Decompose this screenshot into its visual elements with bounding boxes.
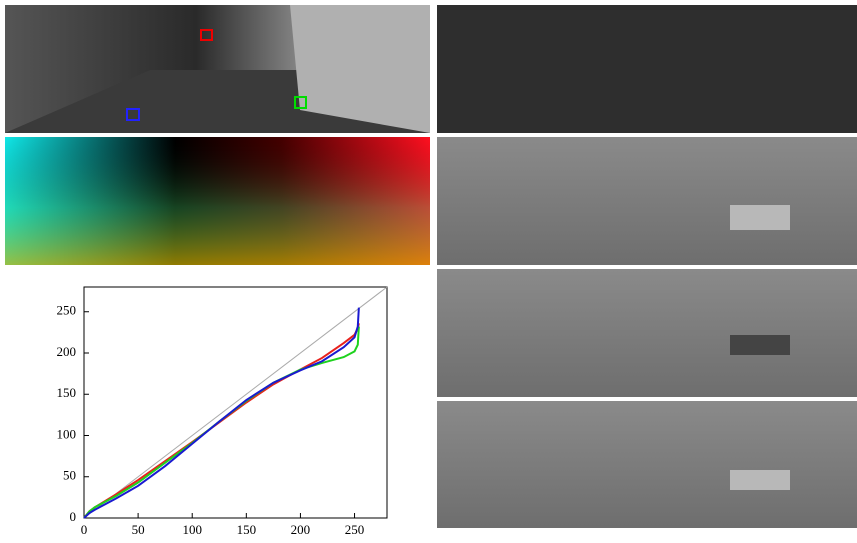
x-tick-label: 250 [345, 522, 365, 537]
x-tick-label: 0 [81, 522, 88, 537]
x-tick-label: 200 [291, 522, 311, 537]
x-tick-label: 50 [132, 522, 145, 537]
input-image [5, 5, 430, 133]
x-tick-label: 150 [237, 522, 257, 537]
line-series [83, 326, 360, 519]
line-series [83, 307, 360, 519]
x-tick-label: 100 [182, 522, 202, 537]
line-series [83, 286, 388, 519]
depth-images [437, 5, 857, 528]
flow-image [5, 137, 430, 265]
plot-frame [83, 286, 388, 519]
y-tick-label: 150 [57, 385, 77, 400]
y-tick-label: 100 [57, 426, 77, 441]
y-tick-label: 200 [57, 344, 77, 359]
y-tick-label: 250 [57, 303, 77, 318]
y-tick-label: 0 [70, 509, 77, 524]
y-tick-label: 50 [63, 468, 76, 483]
